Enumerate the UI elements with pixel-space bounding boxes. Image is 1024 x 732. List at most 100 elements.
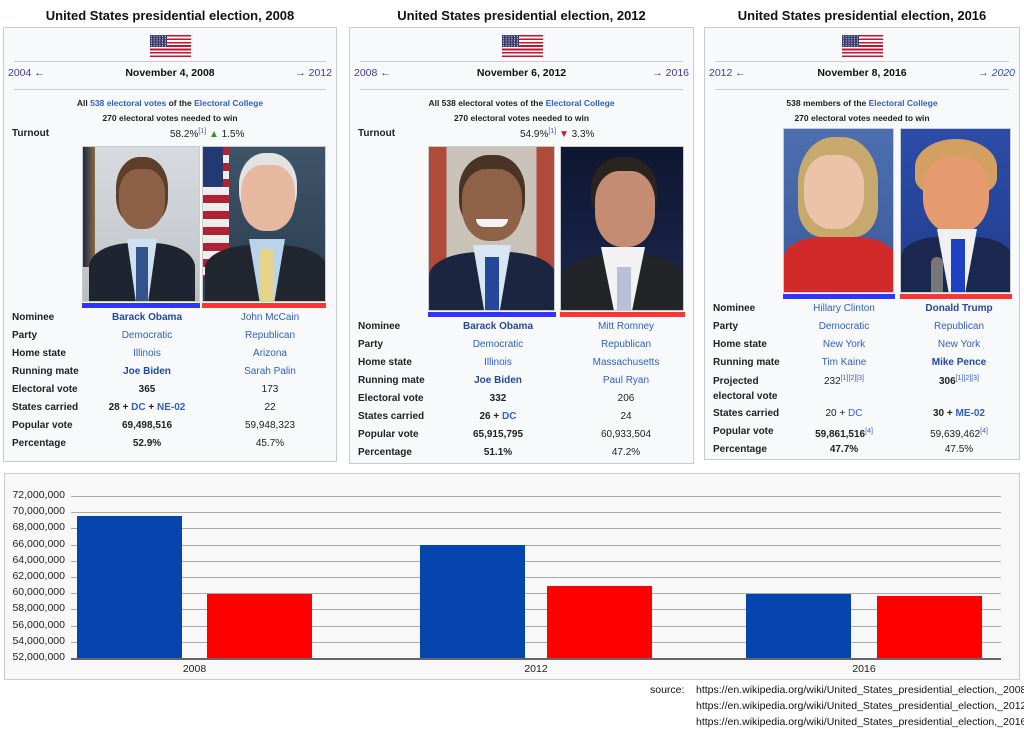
republican-color-bar (202, 303, 326, 308)
candidate-photo-obama-2012[interactable] (428, 146, 555, 311)
party-link[interactable]: Republican (933, 321, 985, 332)
votes-needed: 270 electoral votes needed to win (102, 113, 238, 123)
citation-link[interactable]: [1] (548, 128, 557, 135)
state-link[interactable]: Illinois (133, 348, 161, 359)
infobox-2016: 2012 ← November 8, 2016 → 2020 538 membe… (704, 27, 1020, 460)
table-row: Party Democratic Republican (358, 336, 687, 354)
candidate-photo-romney-2012[interactable] (560, 146, 684, 311)
electoral-college-link[interactable]: Electoral College (194, 98, 264, 108)
table-row: States carried 28 + DC + NE-02 22 (12, 402, 276, 413)
electoral-college-link[interactable]: Electoral College (868, 98, 938, 108)
party-link[interactable]: Democratic (121, 330, 173, 341)
nominee-link[interactable]: John McCain (240, 312, 300, 323)
election-date: November 4, 2008 (125, 67, 215, 79)
dc-link[interactable]: DC (502, 411, 517, 422)
nominee-link[interactable]: Donald Trump (925, 303, 993, 314)
candidate-photo-trump-2016[interactable] (900, 128, 1011, 293)
electoral-votes-link[interactable]: 538 electoral votes (90, 98, 167, 108)
state-link[interactable]: Massachusetts (592, 357, 660, 368)
nominee-link[interactable]: Barack Obama (462, 321, 534, 332)
running-mate-link[interactable]: Tim Kaine (821, 357, 867, 368)
y-axis-tick-label: 66,000,000 (12, 537, 65, 550)
democratic-color-bar (82, 303, 200, 308)
table-row: Percentage 52.9% 45.7% (12, 438, 285, 449)
election-date: November 8, 2016 (817, 67, 907, 79)
table-row: Electoral vote 365 173 (12, 384, 279, 395)
republican-color-bar (560, 312, 685, 317)
election-nav: 2004 ← November 4, 2008 → 2012 (8, 67, 332, 81)
citation-link[interactable]: [1][2][3] (840, 375, 865, 382)
source-url[interactable]: https://en.wikipedia.org/wiki/United_Sta… (696, 700, 1024, 712)
votes-needed: 270 electoral votes needed to win (453, 113, 590, 123)
party-link[interactable]: Democratic (472, 339, 524, 350)
running-mate-link[interactable]: Sarah Palin (244, 366, 296, 377)
bar-democratic-2012[interactable] (420, 545, 525, 658)
candidate-photo-obama-2008[interactable] (82, 146, 200, 302)
source-url[interactable]: https://en.wikipedia.org/wiki/United_Sta… (696, 716, 1024, 728)
party-link[interactable]: Republican (600, 339, 652, 350)
running-mate-link[interactable]: Mike Pence (931, 357, 987, 368)
party-link[interactable]: Democratic (818, 321, 870, 332)
y-axis-tick-label: 52,000,000 (12, 651, 65, 663)
electoral-college-link[interactable]: Electoral College (545, 98, 615, 108)
source-label: source: (650, 684, 685, 696)
election-nav: 2008 ← November 6, 2012 → 2016 (354, 67, 689, 81)
table-row: Home state New York New York (713, 336, 1013, 354)
state-link[interactable]: Illinois (484, 357, 512, 368)
infobox-2008: 2004 ← November 4, 2008 → 2012 All 538 e… (3, 27, 337, 462)
gridline (71, 609, 1001, 611)
me02-link[interactable]: ME-02 (955, 408, 985, 419)
us-flag-icon (842, 35, 883, 57)
running-mate-link[interactable]: Joe Biden (123, 366, 171, 377)
bar-republican-2008[interactable] (207, 593, 312, 658)
y-axis-tick-label: 68,000,000 (12, 521, 65, 534)
citation-link[interactable]: [4] (980, 428, 988, 435)
running-mate-link[interactable]: Paul Ryan (602, 375, 650, 386)
gridline (71, 496, 1001, 497)
state-link[interactable]: Arizona (253, 348, 287, 359)
citation-link[interactable]: [4] (865, 428, 873, 435)
nominee-link[interactable]: Hillary Clinton (813, 303, 875, 314)
prev-election-link[interactable]: 2012 ← (709, 67, 746, 79)
dc-link[interactable]: DC (131, 402, 146, 413)
source-url[interactable]: https://en.wikipedia.org/wiki/United_Sta… (696, 684, 1024, 696)
nominee-link[interactable]: Mitt Romney (597, 321, 655, 332)
nominee-link[interactable]: Barack Obama (111, 312, 183, 323)
y-axis-tick-label: 54,000,000 (12, 634, 65, 647)
turnout-down-icon: ▼ (558, 129, 569, 140)
x-axis-tick-label: 2012 (524, 663, 548, 675)
panel-title-2016: United States presidential election, 201… (737, 8, 987, 23)
candidate-photo-clinton-2016[interactable] (783, 128, 894, 293)
next-election-link[interactable]: → 2020 (978, 67, 1015, 79)
table-row: Running mate Joe Biden Sarah Palin (12, 363, 330, 381)
x-axis-line (71, 658, 1001, 660)
gridline (71, 512, 1001, 514)
next-election-link[interactable]: → 2016 (652, 67, 689, 79)
party-link[interactable]: Republican (244, 330, 296, 341)
bar-republican-2012[interactable] (547, 585, 652, 658)
candidate-photo-mccain-2008[interactable] (202, 146, 326, 302)
dc-link[interactable]: DC (848, 408, 863, 419)
table-row: Running mate Joe Biden Paul Ryan (358, 372, 687, 390)
table-row: Percentage 47.7% 47.5% (713, 444, 974, 455)
gridline (71, 544, 1001, 546)
ne02-link[interactable]: NE-02 (157, 402, 186, 413)
turnout-row: Turnout 58.2%[1] ▲ 1.5% (12, 128, 245, 140)
bar-republican-2016[interactable] (877, 596, 982, 658)
prev-election-link[interactable]: 2008 ← (354, 67, 391, 79)
state-link[interactable]: New York (937, 339, 981, 350)
gridline (71, 625, 1001, 627)
bar-democratic-2008[interactable] (77, 516, 182, 658)
bar-democratic-2016[interactable] (746, 594, 851, 658)
panel-title-2012: United States presidential election, 201… (397, 8, 646, 23)
running-mate-link[interactable]: Joe Biden (474, 375, 522, 386)
next-election-link[interactable]: → 2012 (295, 67, 332, 79)
citation-link[interactable]: [1] (198, 128, 207, 135)
table-row: Nominee Hillary Clinton Donald Trump (713, 300, 1013, 318)
table-row: States carried 20 + DC 30 + ME-02 (713, 408, 985, 419)
table-row: States carried 26 + DC 24 (358, 411, 632, 422)
y-axis-tick-label: 56,000,000 (12, 618, 65, 631)
citation-link[interactable]: [1][2][3] (955, 375, 980, 382)
state-link[interactable]: New York (822, 339, 866, 350)
prev-election-link[interactable]: 2004 ← (8, 67, 45, 79)
